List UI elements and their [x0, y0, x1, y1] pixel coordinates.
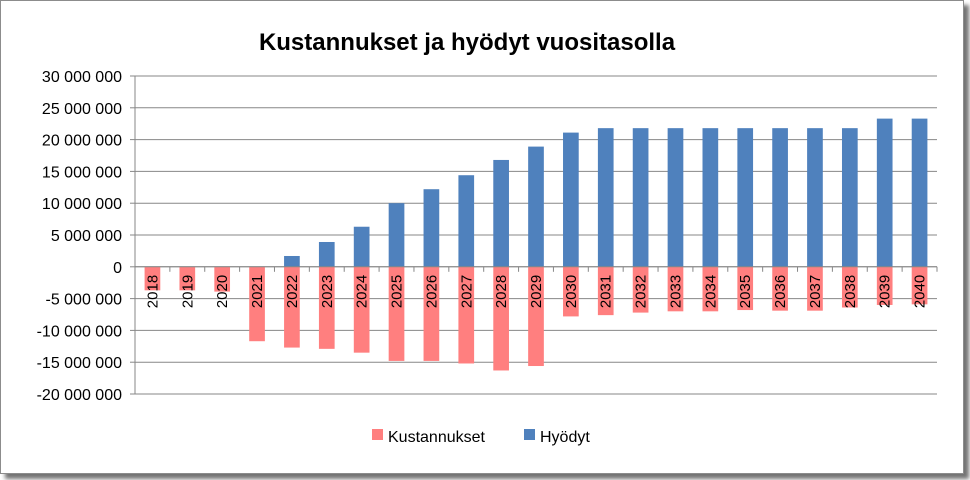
bar-kustannukset-2035 [737, 266, 754, 311]
x-tick-label: 2020 [214, 275, 231, 308]
bar-hyodyt-2033 [667, 128, 684, 267]
bar-hyodyt-2025 [388, 203, 405, 267]
x-tick-label: 2022 [284, 275, 301, 308]
x-tick-label: 2033 [667, 275, 684, 308]
bars [144, 118, 928, 371]
x-axis-ticks: 2018 2019 2020 2021 2022 2023 2024 2025 2026 2027… [144, 275, 928, 308]
bar-chart: Kustannukset ja hyödyt vuositasolla 30 0… [37, 29, 938, 446]
legend-label-kustannukset: Kustannukset [388, 429, 486, 446]
bar-kustannukset-2018 [144, 266, 161, 291]
bar-kustannukset-2024 [353, 266, 370, 353]
bar-hyodyt-2030 [563, 132, 579, 267]
bar-kustannukset-2028 [493, 266, 509, 371]
bar-hyodyt-2035 [737, 128, 754, 267]
bar-hyodyt-2040 [911, 118, 928, 267]
bar-hyodyt-2031 [597, 128, 614, 267]
bar-kustannukset-2032 [632, 266, 649, 313]
y-tick-label: 25 000 000 [42, 101, 122, 118]
x-tick-label: 2039 [877, 275, 894, 308]
bar-kustannukset-2036 [772, 266, 788, 311]
bar-hyodyt-2034 [702, 128, 719, 267]
bar-kustannukset-2040 [911, 266, 928, 305]
bar-kustannukset-2022 [284, 266, 300, 348]
y-tick-label: -15 000 000 [37, 355, 123, 372]
x-tick-label: 2021 [249, 275, 266, 308]
x-tick-label: 2035 [737, 275, 754, 308]
bar-hyodyt-2027 [458, 175, 475, 267]
x-tick-label: 2028 [493, 275, 510, 308]
bar-hyodyt-2036 [772, 128, 788, 267]
x-tick-label: 2019 [179, 275, 196, 308]
bar-hyodyt-2026 [423, 189, 440, 267]
y-tick-label: 30 000 000 [42, 69, 122, 86]
bar-hyodyt-2022 [284, 255, 300, 267]
legend-swatch-kustannukset [372, 429, 383, 440]
bar-kustannukset-2025 [388, 266, 405, 361]
bar-kustannukset-2031 [597, 266, 614, 316]
bar-kustannukset-2029 [528, 266, 544, 367]
bar-kustannukset-2038 [841, 266, 858, 308]
bar-kustannukset-2021 [249, 266, 265, 342]
x-axis [134, 76, 938, 394]
bar-kustannukset-2034 [702, 266, 719, 312]
bar-hyodyt-2028 [493, 159, 509, 267]
x-tick-label: 2023 [319, 275, 336, 308]
x-tick-label: 2029 [528, 275, 545, 308]
x-tick-label: 2032 [633, 275, 650, 308]
x-tick-label: 2024 [354, 275, 371, 308]
x-tick-label: 2036 [772, 275, 789, 308]
bar-hyodyt-2037 [807, 128, 823, 267]
y-tick-label: 5 000 000 [51, 228, 122, 245]
bar-hyodyt-2024 [353, 226, 370, 267]
y-tick-label: 15 000 000 [42, 164, 122, 181]
bar-kustannukset-2023 [318, 266, 335, 349]
bar-hyodyt-2039 [876, 118, 893, 267]
bar-kustannukset-2033 [667, 266, 684, 312]
x-tick-label: 2018 [144, 275, 161, 308]
x-tick-label: 2037 [807, 275, 824, 308]
bar-kustannukset-2020 [214, 266, 231, 292]
x-tick-label: 2040 [912, 275, 929, 308]
y-tick-label: 10 000 000 [42, 196, 122, 213]
x-tick-label: 2027 [458, 275, 475, 308]
x-tick-label: 2031 [598, 275, 615, 308]
bar-kustannukset-2039 [876, 266, 893, 305]
y-tick-label: -20 000 000 [37, 387, 123, 404]
x-tick-label: 2038 [842, 275, 859, 308]
bar-hyodyt-2029 [528, 146, 544, 267]
bar-kustannukset-2019 [179, 266, 196, 291]
bar-kustannukset-2026 [423, 266, 440, 361]
bar-kustannukset-2037 [807, 266, 823, 311]
legend-swatch-hyodyt [524, 429, 535, 440]
bar-kustannukset-2030 [563, 266, 579, 317]
x-tick-label: 2034 [702, 275, 719, 308]
x-tick-label: 2030 [563, 275, 580, 308]
legend: Kustannukset Hyödyt [372, 429, 590, 446]
x-tick-label: 2026 [423, 275, 440, 308]
bar-hyodyt-2038 [841, 128, 858, 267]
bar-hyodyt-2032 [632, 128, 649, 267]
legend-label-hyodyt: Hyödyt [540, 429, 590, 446]
chart-title: Kustannukset ja hyödyt vuositasolla [259, 29, 676, 56]
x-tick-label: 2025 [389, 275, 406, 308]
y-tick-label: -5 000 000 [45, 292, 122, 309]
y-axis-ticks: 30 000 000 25 000 000 20 000 000 15 000 000… [37, 69, 135, 404]
bar-hyodyt-2023 [318, 241, 335, 267]
y-tick-label: -10 000 000 [37, 323, 123, 340]
y-tick-label: 20 000 000 [42, 133, 122, 150]
y-tick-label: 0 [113, 260, 122, 277]
bar-kustannukset-2027 [458, 266, 475, 364]
